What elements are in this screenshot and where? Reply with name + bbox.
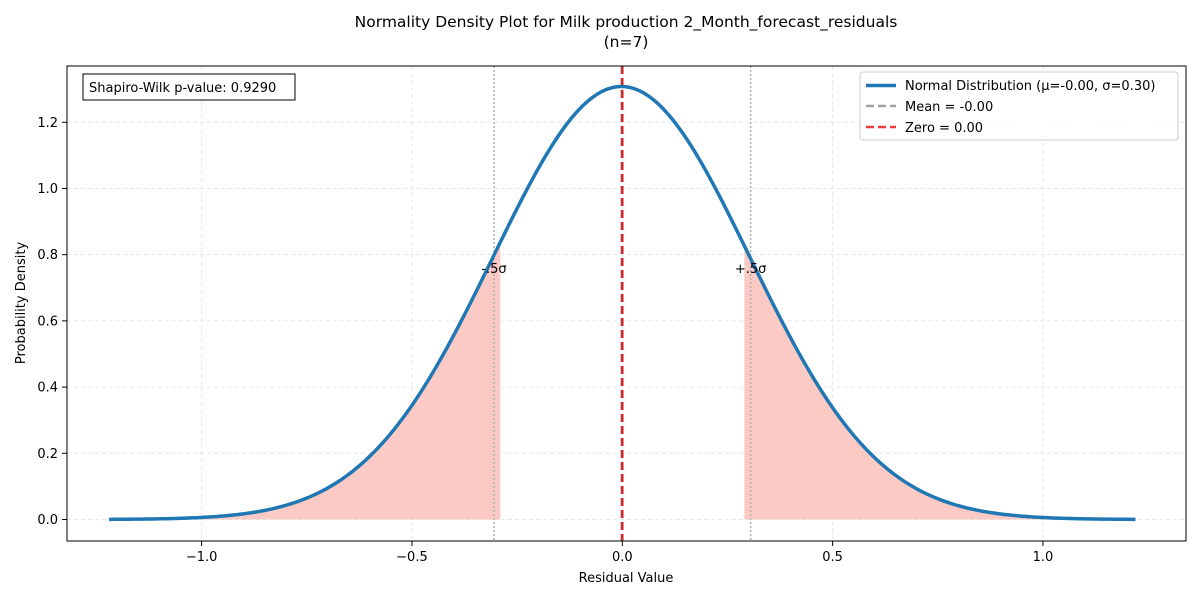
x-tick-label-2: 0.0 bbox=[612, 550, 633, 565]
shapiro-annotation: Shapiro-Wilk p-value: 0.9290 bbox=[89, 81, 276, 96]
legend-label-zero: Zero = 0.00 bbox=[905, 121, 983, 136]
x-tick-label-0: −1.0 bbox=[186, 550, 218, 565]
y-tick-label-2: 0.4 bbox=[37, 381, 58, 396]
shapiro-annotation-box: Shapiro-Wilk p-value: 0.9290 bbox=[82, 73, 296, 101]
y-axis: 0.0 0.2 0.4 0.6 0.8 1.0 1.2 bbox=[37, 116, 67, 528]
legend: Normal Distribution (μ=-0.00, σ=0.30) Me… bbox=[859, 71, 1179, 141]
chart-title-line2: (n=7) bbox=[604, 33, 649, 51]
y-tick-label-6: 1.2 bbox=[37, 116, 58, 131]
x-tick-label-3: 0.5 bbox=[822, 550, 843, 565]
shaded-regions bbox=[109, 242, 1136, 520]
sigma-label-0: -.5σ bbox=[481, 262, 506, 277]
density-curve bbox=[109, 84, 1136, 522]
y-tick-label-4: 0.8 bbox=[37, 248, 58, 263]
sigma-label-1: +.5σ bbox=[735, 262, 767, 277]
shade-left-tail bbox=[109, 242, 501, 520]
sigma-lines bbox=[493, 66, 752, 541]
y-tick-label-0: 0.0 bbox=[37, 513, 58, 528]
x-axis: −1.0 −0.5 0.0 0.5 1.0 bbox=[186, 541, 1053, 565]
x-axis-label: Residual Value bbox=[579, 571, 674, 586]
legend-label-normal: Normal Distribution (μ=-0.00, σ=0.30) bbox=[905, 79, 1155, 94]
legend-label-mean: Mean = -0.00 bbox=[905, 100, 993, 115]
y-tick-label-5: 1.0 bbox=[37, 182, 58, 197]
annotation-box-frame bbox=[82, 73, 296, 101]
y-tick-label-3: 0.6 bbox=[37, 314, 58, 329]
chart-title-line1: Normality Density Plot for Milk producti… bbox=[355, 13, 898, 32]
y-tick-label-1: 0.2 bbox=[37, 447, 58, 462]
legend-frame bbox=[859, 71, 1179, 141]
x-tick-label-1: −0.5 bbox=[396, 550, 428, 565]
y-axis-label: Probability Density bbox=[14, 242, 29, 365]
x-tick-label-4: 1.0 bbox=[1033, 550, 1054, 565]
shade-right-tail bbox=[744, 245, 1136, 520]
sigma-labels: -.5σ +.5σ bbox=[481, 262, 766, 277]
plot-frame bbox=[66, 65, 1187, 542]
